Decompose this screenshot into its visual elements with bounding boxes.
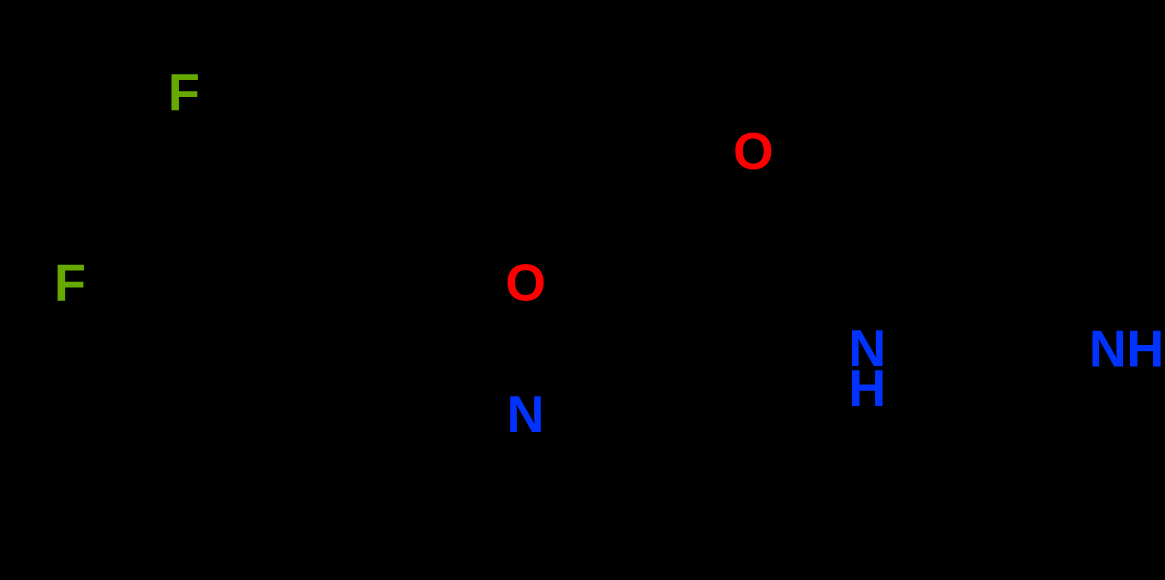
pyridine-nitrogen: N (507, 386, 545, 444)
amide-hydrogen: H (848, 360, 886, 418)
ether-oxygen: O (505, 254, 545, 312)
molecule-diagram: FFNOONHNH2 (0, 0, 1165, 580)
carbonyl-oxygen: O (733, 123, 773, 181)
fluorine-atom: F (54, 254, 86, 312)
fluorine-atom: F (168, 64, 200, 122)
amine-nh2: NH2 (1089, 320, 1165, 384)
